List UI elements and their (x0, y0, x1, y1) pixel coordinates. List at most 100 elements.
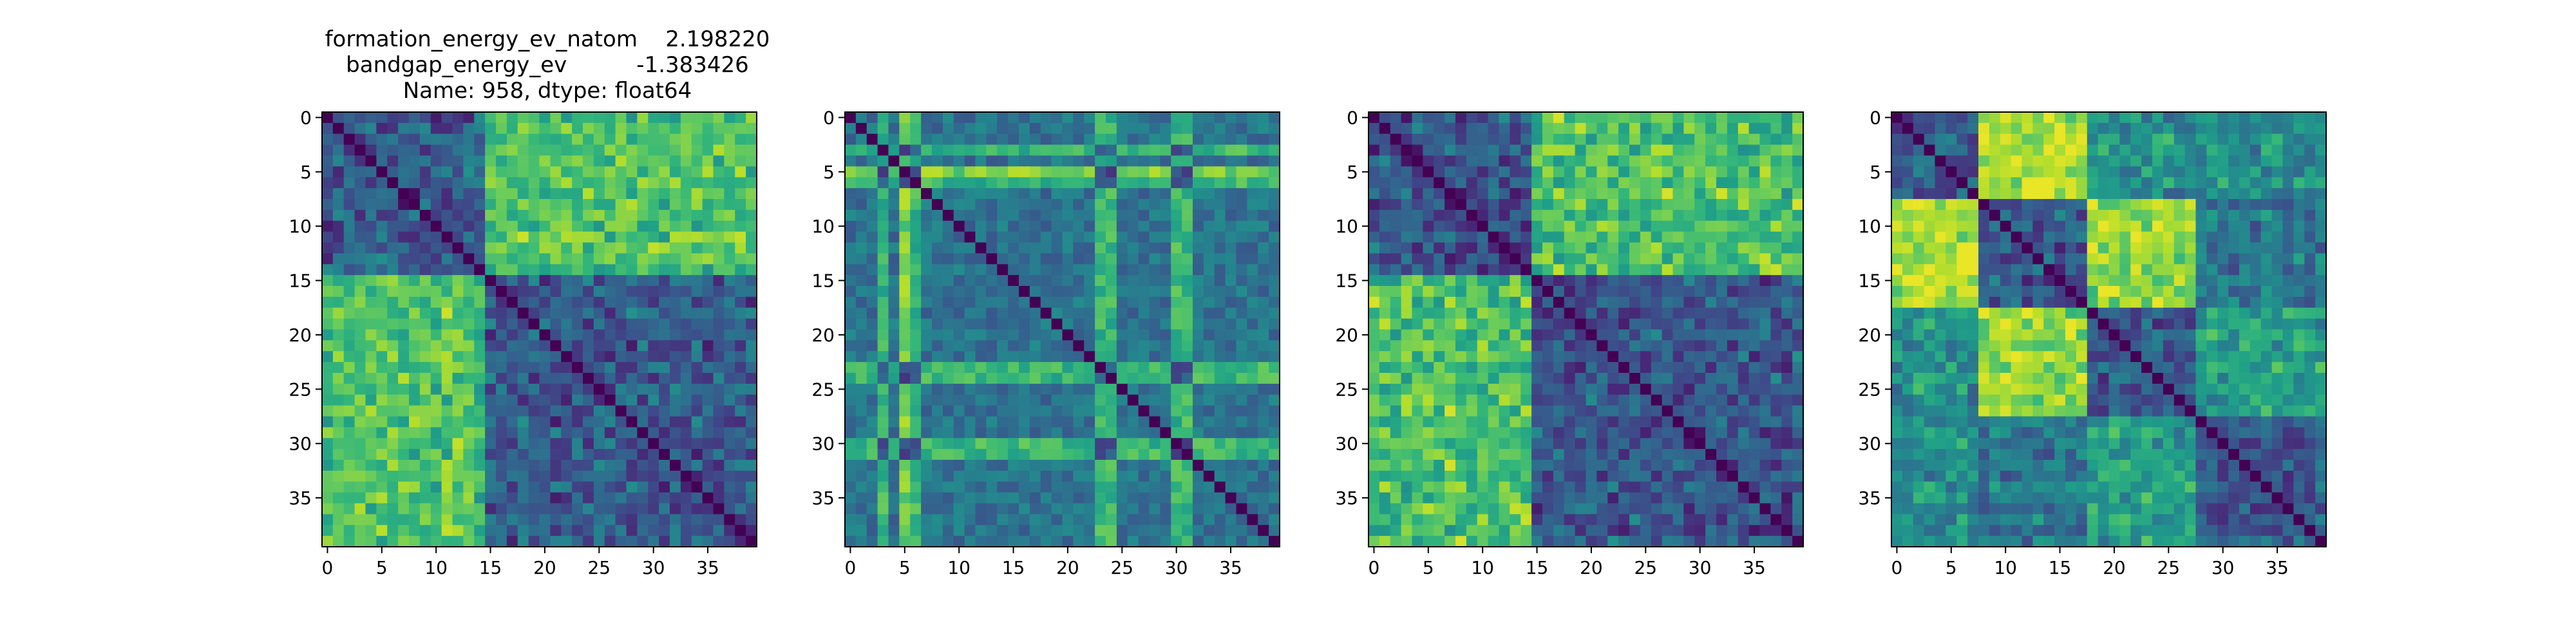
heatmap-cell (1095, 536, 1106, 547)
heatmap-cell (550, 253, 562, 265)
heatmap-cell (593, 188, 605, 200)
heatmap-cell (1596, 231, 1608, 243)
heatmap-cell (953, 112, 965, 124)
heatmap-cell (942, 166, 954, 178)
heatmap-cell (485, 220, 497, 232)
heatmap-cell (1629, 438, 1641, 450)
heatmap-cell (1531, 253, 1543, 265)
heatmap-cell (1116, 253, 1128, 265)
heatmap-cell (1455, 525, 1467, 536)
heatmap-cell (1236, 481, 1247, 493)
heatmap-cell (670, 144, 681, 156)
heatmap-cell (1520, 144, 1532, 156)
heatmap-cell (1748, 340, 1761, 352)
heatmap-cell (648, 122, 659, 135)
heatmap-cell (1662, 383, 1674, 395)
heatmap-cell (899, 394, 911, 406)
heatmap-cell (1770, 536, 1782, 547)
heatmap-cell (1106, 373, 1117, 384)
heatmap-cell (845, 177, 857, 189)
heatmap-cell (1629, 329, 1641, 341)
heatmap-cell (670, 133, 681, 146)
heatmap-cell (604, 286, 616, 298)
heatmap-cell (735, 209, 746, 222)
heatmap-cell (474, 220, 486, 232)
heatmap-cell (1008, 438, 1019, 450)
heatmap-cell (322, 340, 334, 352)
heatmap-cell (659, 296, 670, 308)
heatmap-cell (1412, 340, 1423, 352)
heatmap-cell (354, 275, 366, 287)
heatmap-cell (1705, 155, 1717, 167)
heatmap-cell (1434, 188, 1445, 200)
heatmap-cell (572, 209, 583, 222)
heatmap-cell (877, 166, 889, 178)
heatmap-cell (735, 383, 746, 395)
heatmap-cell (463, 209, 475, 222)
heatmap-cell (419, 264, 431, 276)
heatmap-cell (1193, 340, 1204, 352)
heatmap-cell (1683, 133, 1695, 146)
heatmap-cell (1748, 264, 1761, 276)
heatmap-cell (1379, 351, 1391, 363)
heatmap-cell (1019, 438, 1030, 450)
heatmap-cell (888, 122, 900, 135)
heatmap-cell (463, 220, 475, 232)
heatmap-cell (517, 177, 529, 189)
heatmap-cell (1029, 209, 1041, 222)
heatmap-cell (1236, 199, 1247, 211)
heatmap-cell (583, 492, 594, 504)
heatmap-cell (561, 166, 573, 178)
heatmap-cell (877, 264, 889, 276)
heatmap-cell (1214, 405, 1226, 417)
heatmap-cell (1553, 525, 1565, 536)
heatmap-cell (1160, 112, 1171, 124)
heatmap-cell (1477, 536, 1489, 547)
heatmap-cell (583, 286, 594, 298)
heatmap-cell (670, 416, 681, 428)
heatmap-cell (615, 307, 627, 319)
heatmap-cell (1520, 438, 1532, 450)
heatmap-cell (1258, 373, 1269, 384)
heatmap-cell (1694, 427, 1706, 439)
heatmap-cell (615, 209, 627, 222)
heatmap-cell (1084, 253, 1095, 265)
heatmap-cell (593, 449, 605, 460)
heatmap-cell (441, 492, 453, 504)
heatmap-cell (1618, 177, 1630, 189)
heatmap-cell (343, 525, 355, 536)
heatmap-cell (1171, 460, 1182, 471)
heatmap-cell (1127, 525, 1139, 536)
heatmap-cell (1062, 351, 1074, 363)
heatmap-cell (593, 166, 605, 178)
heatmap-cell (1618, 199, 1630, 211)
heatmap-cell (1455, 166, 1467, 178)
heatmap-cell (1368, 340, 1380, 352)
heatmap-cell (539, 242, 551, 254)
heatmap-cell (615, 275, 627, 287)
heatmap-cell (1269, 416, 1280, 428)
heatmap-cell (1444, 362, 1456, 374)
heatmap-cell (1477, 307, 1489, 319)
heatmap-cell (365, 166, 377, 178)
heatmap-cell (1716, 275, 1728, 287)
heatmap-cell (1640, 536, 1652, 547)
heatmap-cell (506, 199, 518, 211)
heatmap-cell (1618, 209, 1630, 222)
heatmap-cell (539, 405, 551, 417)
heatmap-cell (1182, 144, 1193, 156)
heatmap-cell (1149, 340, 1160, 352)
heatmap-cell (1051, 209, 1063, 222)
heatmap-cell (452, 166, 464, 178)
heatmap-cell (1672, 514, 1684, 526)
heatmap-cell (1214, 536, 1226, 547)
heatmap-cell (1520, 394, 1532, 406)
heatmap-cell (1247, 209, 1258, 222)
heatmap-cell (942, 296, 954, 308)
heatmap-cell (702, 275, 714, 287)
heatmap-cell (888, 362, 900, 374)
heatmap-cell (1607, 155, 1619, 167)
heatmap-cell (485, 275, 497, 287)
heatmap-cell (648, 470, 659, 482)
heatmap-cell (583, 144, 594, 156)
